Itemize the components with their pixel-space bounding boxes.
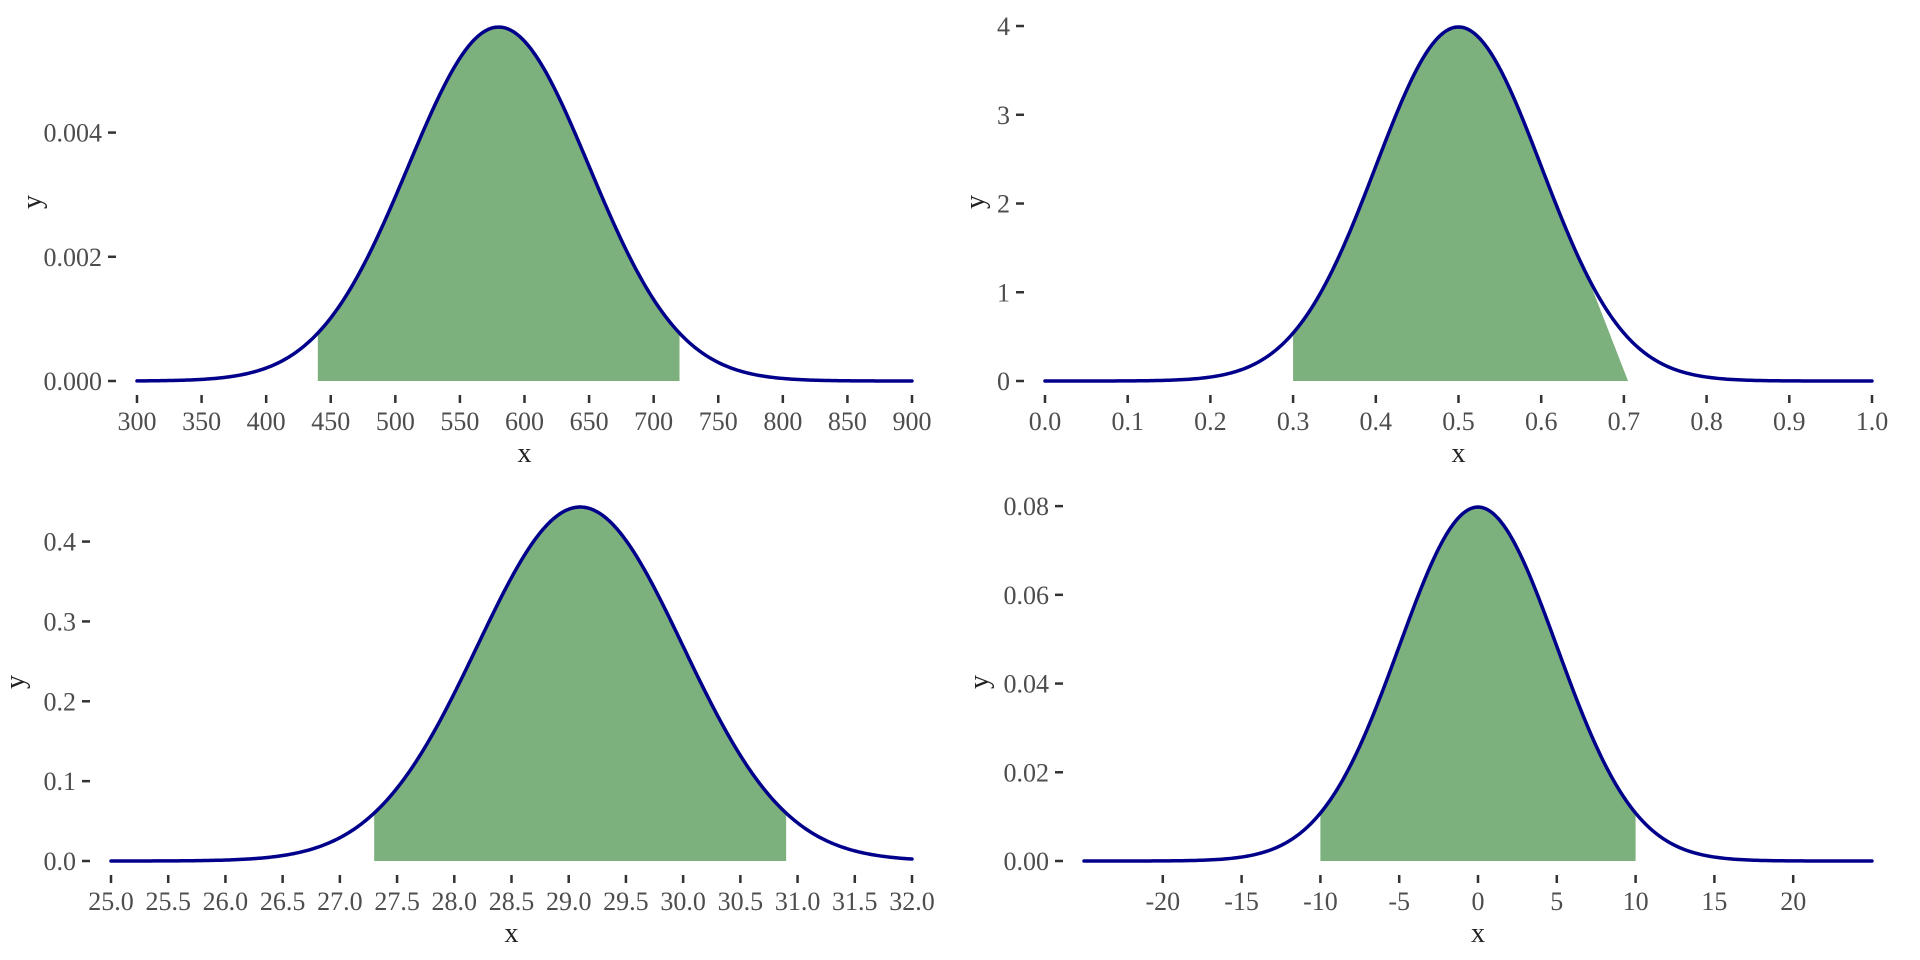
y-axis-title: y — [960, 195, 991, 209]
x-axis-tick-label: 700 — [634, 407, 673, 436]
y-axis-tick-label: 0.3 — [44, 607, 77, 636]
density-plot-svg-bottom-right: -20 -15 -10 -5 0 5 10 15 20 0.00 0.02 0.04 0.06 0.08 x… — [960, 480, 1920, 960]
x-axis-tick-label: 900 — [893, 407, 932, 436]
x-axis-tick-label: 600 — [505, 407, 544, 436]
x-axis-tick-label: -20 — [1145, 887, 1180, 916]
x-axis-tick-label: 25.0 — [88, 887, 134, 916]
y-axis-title: y — [0, 675, 31, 689]
x-axis-tick-label: 1.0 — [1856, 407, 1889, 436]
y-axis-tick-label: 0.002 — [44, 243, 103, 272]
x-axis-tick-label: 750 — [699, 407, 738, 436]
y-axis-tick-label: 0.1 — [44, 767, 77, 796]
y-axis-tick-label: 0 — [997, 367, 1010, 396]
x-axis-tick-label: 28.5 — [489, 887, 535, 916]
density-plot-top-left: 300 350 400 450 500 550 600 650 700 750 800 850 900 0… — [0, 0, 960, 480]
x-axis-tick-label: 300 — [118, 407, 157, 436]
x-axis-tick-label: 350 — [182, 407, 221, 436]
y-axis-tick-label: 2 — [997, 190, 1010, 219]
x-axis-tick-label: 0.6 — [1525, 407, 1558, 436]
density-plot-bottom-left: 25.0 25.5 26.0 26.5 27.0 27.5 28.0 28.5 29.0 29.5… — [0, 480, 960, 960]
y-axis-tick-label: 3 — [997, 101, 1010, 130]
x-axis-tick-label: 27.5 — [374, 887, 420, 916]
x-axis-tick-label: 0.0 — [1029, 407, 1062, 436]
density-plot-top-right: 0.0 0.1 0.2 0.3 0.4 0.5 0.6 0.7 0.8 0.9 1.0 0 1 2 3 4 x y — [960, 0, 1920, 480]
x-axis-tick-label: 15 — [1701, 887, 1727, 916]
x-axis-title: x — [518, 438, 532, 469]
x-axis-title: x — [1452, 438, 1466, 469]
x-axis-tick-label: 0.2 — [1194, 407, 1227, 436]
shaded-area — [374, 507, 787, 861]
y-axis-tick-label: 0.0 — [44, 847, 77, 876]
x-axis-tick-label: 450 — [311, 407, 350, 436]
x-axis-tick-label: 0 — [1472, 887, 1485, 916]
x-axis-tick-label: 500 — [376, 407, 415, 436]
density-plot-svg-bottom-left: 25.0 25.5 26.0 26.5 27.0 27.5 28.0 28.5 29.0 29.5… — [0, 480, 960, 960]
x-axis-tick-label: 20 — [1780, 887, 1806, 916]
x-axis-tick-label: 26.0 — [203, 887, 249, 916]
x-axis-title: x — [505, 918, 519, 949]
x-axis-tick-label: 32.0 — [889, 887, 935, 916]
x-axis-tick-label: 0.4 — [1360, 407, 1393, 436]
x-axis-tick-label: 30.0 — [660, 887, 706, 916]
density-curve — [1043, 25, 1874, 383]
x-axis-tick-label: 31.0 — [775, 887, 821, 916]
x-axis-tick-label: 31.5 — [832, 887, 878, 916]
x-axis-tick-label: 28.0 — [432, 887, 478, 916]
x-axis-tick-label: -10 — [1303, 887, 1338, 916]
x-axis-tick-label: 400 — [247, 407, 286, 436]
x-axis-tick-label: 0.7 — [1608, 407, 1641, 436]
density-curve — [135, 25, 914, 383]
y-axis-title: y — [964, 675, 995, 689]
shaded-area — [1320, 507, 1636, 861]
x-axis-tick-label: 0.5 — [1442, 407, 1475, 436]
x-axis-tick-label: -5 — [1388, 887, 1410, 916]
x-axis-tick-label: 29.5 — [603, 887, 649, 916]
x-axis-tick-label: 0.9 — [1773, 407, 1806, 436]
x-axis-tick-label: 5 — [1550, 887, 1563, 916]
x-axis-tick-label: 29.0 — [546, 887, 592, 916]
density-plot-svg-top-left: 300 350 400 450 500 550 600 650 700 750 800 850 900 0… — [0, 0, 960, 480]
shaded-area — [317, 27, 680, 382]
y-axis-tick-label: 0.06 — [1004, 581, 1050, 610]
y-axis-tick-label: 0.2 — [44, 687, 77, 716]
shaded-area — [1293, 26, 1629, 382]
x-axis-tick-label: 0.3 — [1277, 407, 1310, 436]
y-axis-tick-label: 1 — [997, 278, 1010, 307]
x-axis-tick-label: 10 — [1623, 887, 1649, 916]
y-axis-tick-label: 0.08 — [1004, 492, 1050, 521]
x-axis-tick-label: 25.5 — [145, 887, 191, 916]
x-axis-tick-label: 27.0 — [317, 887, 363, 916]
y-axis-tick-label: 0.02 — [1004, 758, 1050, 787]
y-axis-tick-label: 0.004 — [44, 119, 103, 148]
y-axis-title: y — [17, 195, 48, 209]
y-axis-tick-label: 4 — [997, 12, 1010, 41]
x-axis-tick-label: 0.1 — [1111, 407, 1144, 436]
x-axis-tick-label: 800 — [763, 407, 802, 436]
x-axis-tick-label: 550 — [440, 407, 479, 436]
density-curve — [109, 505, 914, 863]
y-axis-tick-label: 0.00 — [1004, 847, 1050, 876]
x-axis-tick-label: 850 — [828, 407, 867, 436]
density-plot-svg-top-right: 0.0 0.1 0.2 0.3 0.4 0.5 0.6 0.7 0.8 0.9 1.0 0 1 2 3 4 x y — [960, 0, 1920, 480]
x-axis-tick-label: 30.5 — [718, 887, 764, 916]
x-axis-tick-label: 0.8 — [1690, 407, 1723, 436]
density-curve — [1082, 505, 1874, 863]
y-axis-tick-label: 0.04 — [1004, 670, 1050, 699]
x-axis-tick-label: 26.5 — [260, 887, 306, 916]
density-plot-bottom-right: -20 -15 -10 -5 0 5 10 15 20 0.00 0.02 0.04 0.06 0.08 x… — [960, 480, 1920, 960]
y-axis-tick-label: 0.4 — [44, 528, 77, 557]
x-axis-title: x — [1471, 918, 1485, 949]
x-axis-tick-label: -15 — [1224, 887, 1259, 916]
x-axis-tick-label: 650 — [570, 407, 609, 436]
y-axis-tick-label: 0.000 — [44, 367, 103, 396]
